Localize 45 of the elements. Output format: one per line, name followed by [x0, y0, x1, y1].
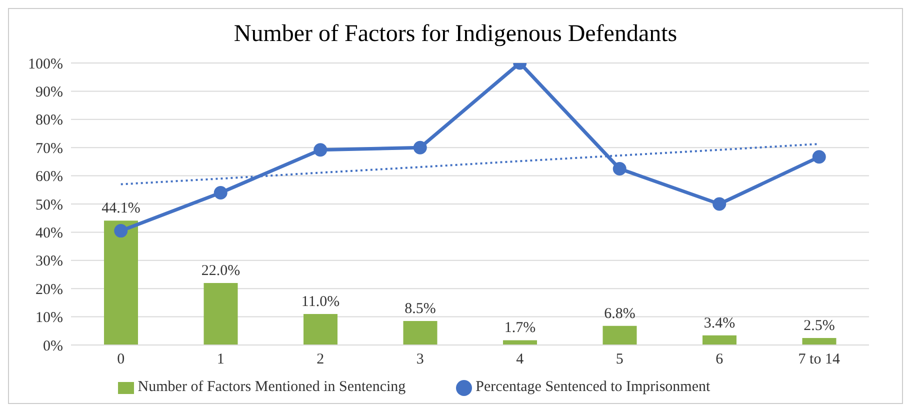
point [413, 140, 427, 154]
bar [304, 314, 338, 345]
x-tick-label: 6 [716, 352, 724, 368]
bar [403, 321, 438, 345]
data-label: 2.5% [804, 318, 835, 334]
y-tick-label: 0% [43, 338, 63, 354]
data-label: 6.8% [604, 306, 636, 322]
data-label: 8.5% [404, 301, 436, 318]
y-tick-label: 20% [36, 282, 63, 298]
y-tick-label: 40% [36, 226, 63, 242]
x-tick-label: 1 [216, 352, 224, 368]
point [612, 162, 626, 176]
bar [702, 335, 736, 345]
legend-label: Percentage Sentenced to Imprisonment [476, 379, 710, 395]
data-label: 1.7% [504, 320, 536, 336]
data-label: 22.0% [201, 262, 240, 279]
y-tick-label: 100% [28, 56, 63, 72]
bar [602, 326, 637, 345]
x-tick-label: 5 [616, 352, 624, 368]
y-tick-label: 50% [36, 197, 63, 214]
y-tick-label: 60% [36, 169, 63, 186]
y-tick-label: 90% [36, 84, 63, 101]
y-tick-label: 10% [36, 310, 63, 326]
point [712, 197, 726, 211]
x-tick-label: 4 [516, 352, 524, 368]
x-tick-label: 7 to 14 [798, 352, 840, 368]
x-tick-label: 2 [316, 352, 324, 368]
bar [503, 340, 537, 345]
bar [204, 282, 238, 345]
chart-title: Number of Factors for Indigenous Defendants [232, 20, 678, 49]
y-tick-label: 80% [36, 112, 63, 129]
bar [802, 338, 836, 345]
bar [104, 220, 138, 345]
data-label: 44.1% [102, 200, 140, 217]
legend-label: Number of Factors Mentioned in Sentencing [138, 379, 406, 395]
point [114, 224, 128, 238]
y-tick-label: 30% [36, 254, 63, 270]
x-tick-label: 0 [117, 352, 125, 368]
data-label: 3.4% [704, 315, 736, 332]
point [314, 143, 328, 157]
x-tick-label: 3 [416, 352, 424, 368]
point [214, 186, 228, 200]
data-label: 11.0% [301, 294, 340, 310]
point [812, 150, 826, 164]
y-tick-label: 70% [36, 140, 63, 157]
